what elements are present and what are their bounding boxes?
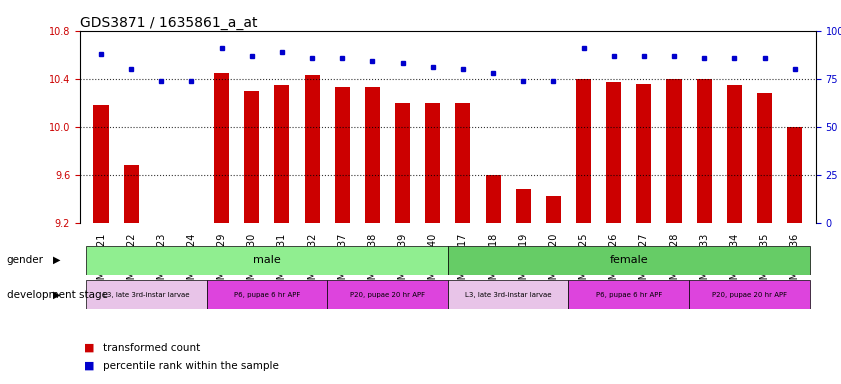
Text: P6, pupae 6 hr APF: P6, pupae 6 hr APF [595, 292, 662, 298]
Bar [274, 85, 289, 223]
Bar [546, 196, 561, 223]
Text: ▶: ▶ [54, 290, 61, 300]
Bar [447, 246, 810, 275]
Text: male: male [253, 255, 281, 265]
Bar [757, 93, 772, 223]
Bar [244, 91, 259, 223]
Bar [516, 189, 531, 223]
Text: P20, pupae 20 hr APF: P20, pupae 20 hr APF [711, 292, 787, 298]
Bar [327, 280, 447, 309]
Bar [207, 280, 327, 309]
Text: P6, pupae 6 hr APF: P6, pupae 6 hr APF [234, 292, 300, 298]
Bar [214, 73, 230, 223]
Text: L3, late 3rd-instar larvae: L3, late 3rd-instar larvae [103, 292, 189, 298]
Text: percentile rank within the sample: percentile rank within the sample [103, 361, 278, 371]
Bar [666, 79, 681, 223]
Bar [689, 280, 810, 309]
Text: P20, pupae 20 hr APF: P20, pupae 20 hr APF [350, 292, 425, 298]
Bar [727, 85, 742, 223]
Bar [606, 82, 621, 223]
Bar [395, 103, 410, 223]
Bar [86, 280, 207, 309]
Bar [569, 280, 689, 309]
Bar [124, 165, 139, 223]
Bar [447, 280, 569, 309]
Text: ▶: ▶ [54, 255, 61, 265]
Text: transformed count: transformed count [103, 343, 200, 353]
Bar [426, 103, 441, 223]
Bar [485, 175, 500, 223]
Text: female: female [610, 255, 648, 265]
Bar [335, 87, 350, 223]
Bar [787, 127, 802, 223]
Bar [576, 79, 591, 223]
Bar [365, 87, 380, 223]
Bar [696, 79, 711, 223]
Bar [637, 84, 652, 223]
Text: development stage: development stage [7, 290, 108, 300]
Text: ■: ■ [84, 361, 94, 371]
Text: ■: ■ [84, 343, 94, 353]
Text: gender: gender [7, 255, 44, 265]
Bar [304, 75, 320, 223]
Bar [455, 103, 470, 223]
Text: GDS3871 / 1635861_a_at: GDS3871 / 1635861_a_at [80, 16, 257, 30]
Bar [93, 105, 108, 223]
Bar [86, 246, 447, 275]
Text: L3, late 3rd-instar larvae: L3, late 3rd-instar larvae [465, 292, 552, 298]
